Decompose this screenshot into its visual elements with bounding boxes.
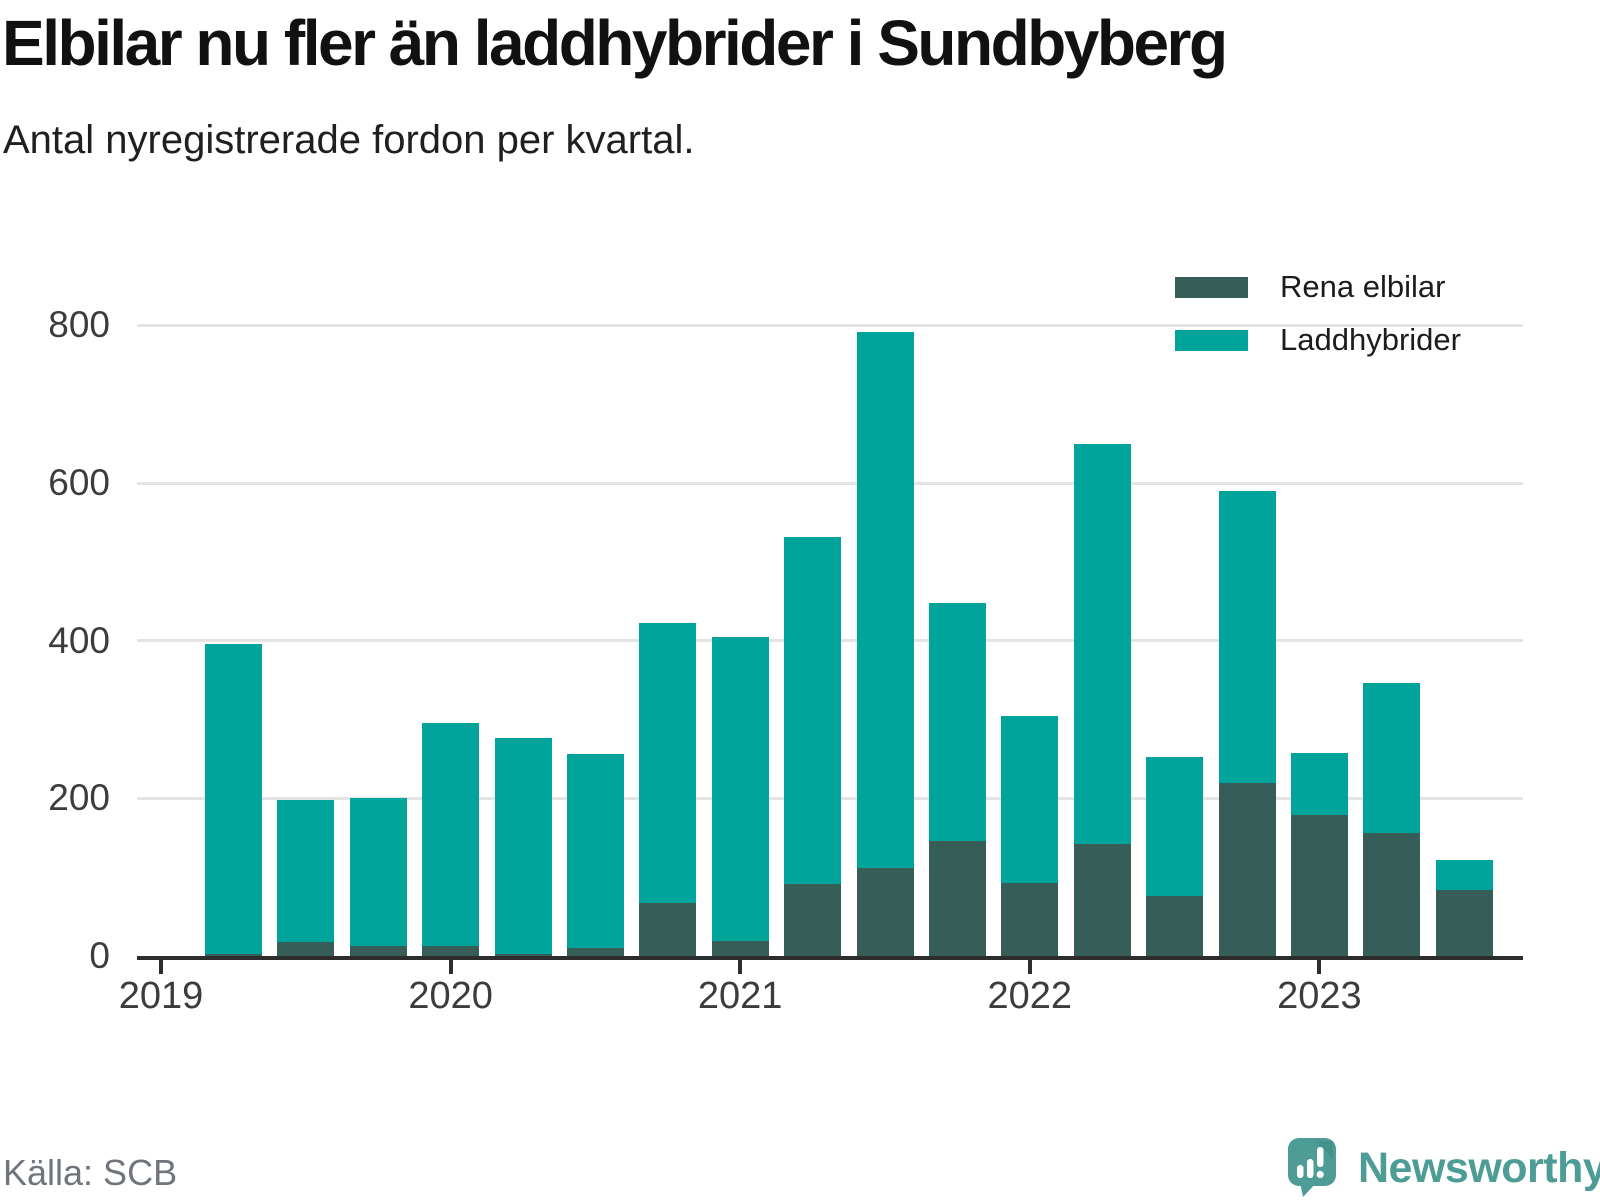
bar-segment-rena-elbilar <box>784 884 842 956</box>
bar-segment-laddhybrider <box>1001 716 1059 883</box>
bar-segment-rena-elbilar <box>566 948 624 956</box>
legend-swatch-rena-elbilar <box>1175 276 1248 298</box>
bar-segment-rena-elbilar <box>349 945 407 956</box>
x-axis-label-2021: 2021 <box>697 975 783 1017</box>
bar-segment-laddhybrider <box>349 797 407 946</box>
x-axis-tick-2022 <box>1027 960 1032 974</box>
bar-segment-laddhybrider <box>1073 443 1131 845</box>
bar-segment-laddhybrider <box>566 754 624 949</box>
bar-segment-laddhybrider <box>1290 753 1348 815</box>
gridline-800 <box>137 323 1523 327</box>
newsworthy-logo-icon <box>1288 1138 1336 1197</box>
bar-2022-Q4 <box>1218 258 1276 956</box>
bar-segment-laddhybrider <box>204 643 262 955</box>
bar-segment-laddhybrider <box>711 636 769 942</box>
legend-label-rena-elbilar: Rena elbilar <box>1280 269 1446 304</box>
bar-2020-Q4 <box>639 258 697 956</box>
bar-2022-Q2 <box>1073 258 1131 956</box>
x-axis-tick-2019 <box>159 960 163 974</box>
source-note: Källa: SCB <box>3 1152 178 1193</box>
x-axis-label-2023: 2023 <box>1277 975 1362 1017</box>
bar-segment-rena-elbilar <box>1363 833 1421 956</box>
gridline-600 <box>137 481 1523 485</box>
bar-segment-laddhybrider <box>494 737 552 955</box>
bar-segment-laddhybrider <box>1363 683 1421 834</box>
bar-segment-rena-elbilar <box>928 840 986 956</box>
y-axis-label-0: 0 <box>89 935 110 976</box>
y-axis-label-400: 400 <box>48 619 110 661</box>
plot-area <box>137 258 1523 974</box>
bar-2022-Q1 <box>1001 258 1059 956</box>
bar-segment-rena-elbilar <box>1073 844 1131 956</box>
x-axis-tick-2020 <box>448 960 453 974</box>
bar-segment-rena-elbilar <box>856 867 914 956</box>
bar-2019-Q4 <box>349 258 407 956</box>
legend: Rena elbilar Laddhybrider <box>1175 269 1461 376</box>
bar-2021-Q4 <box>928 258 986 956</box>
bar-segment-laddhybrider <box>422 723 480 946</box>
bar-segment-laddhybrider <box>856 331 914 868</box>
newsworthy-logo-text: Newsworthy <box>1358 1143 1600 1192</box>
bar-segment-rena-elbilar <box>1218 783 1276 956</box>
legend-swatch-laddhybrider <box>1175 329 1248 351</box>
bar-2021-Q3 <box>856 258 914 956</box>
bar-2023-Q2 <box>1363 258 1421 956</box>
bar-segment-rena-elbilar <box>277 941 335 956</box>
bar-segment-rena-elbilar <box>1001 882 1059 956</box>
x-axis-label-2020: 2020 <box>408 975 493 1017</box>
bar-2020-Q1 <box>422 258 480 956</box>
bar-2022-Q3 <box>1146 258 1204 956</box>
bar-2020-Q2 <box>494 258 552 956</box>
bar-2020-Q3 <box>566 258 624 956</box>
bar-segment-laddhybrider <box>1218 490 1276 784</box>
bar-segment-rena-elbilar <box>494 954 552 956</box>
bar-segment-rena-elbilar <box>1435 889 1493 956</box>
bar-segment-rena-elbilar <box>639 903 697 956</box>
x-axis-tick-2021 <box>738 960 743 974</box>
x-axis-label-2022: 2022 <box>987 975 1073 1017</box>
bar-segment-rena-elbilar <box>1290 814 1348 956</box>
bar-segment-rena-elbilar <box>1146 896 1204 956</box>
bar-segment-laddhybrider <box>1146 757 1204 897</box>
bar-segment-laddhybrider <box>277 799 335 942</box>
legend-item-laddhybrider: Laddhybrider <box>1175 322 1461 357</box>
bar-segment-rena-elbilar <box>204 954 262 956</box>
legend-label-laddhybrider: Laddhybrider <box>1280 322 1461 357</box>
page-title: Elbilar nu fler än laddhybrider i Sundby… <box>2 7 1228 79</box>
bar-2019-Q2 <box>204 258 262 956</box>
bar-segment-laddhybrider <box>1435 859 1493 890</box>
y-axis-label-800: 800 <box>48 304 110 346</box>
x-axis-label-2019: 2019 <box>118 975 204 1017</box>
bar-segment-laddhybrider <box>928 602 986 841</box>
bar-2023-Q1 <box>1290 258 1348 956</box>
bar-segment-rena-elbilar <box>711 941 769 956</box>
legend-item-rena-elbilar: Rena elbilar <box>1175 269 1461 304</box>
bar-segment-rena-elbilar <box>422 945 480 956</box>
newsworthy-logo: Newsworthy <box>1288 1138 1600 1198</box>
bar-segment-laddhybrider <box>639 623 697 904</box>
y-axis-label-200: 200 <box>48 777 110 819</box>
bar-2021-Q1 <box>711 258 769 956</box>
bar-2023-Q3 <box>1435 258 1493 956</box>
bar-2021-Q2 <box>784 258 842 956</box>
bar-segment-laddhybrider <box>784 537 842 885</box>
x-axis-tick-2023 <box>1317 960 1322 974</box>
y-axis-label-600: 600 <box>48 462 110 504</box>
bar-2019-Q3 <box>277 258 335 956</box>
page-subtitle: Antal nyregistrerade fordon per kvartal. <box>3 118 695 162</box>
